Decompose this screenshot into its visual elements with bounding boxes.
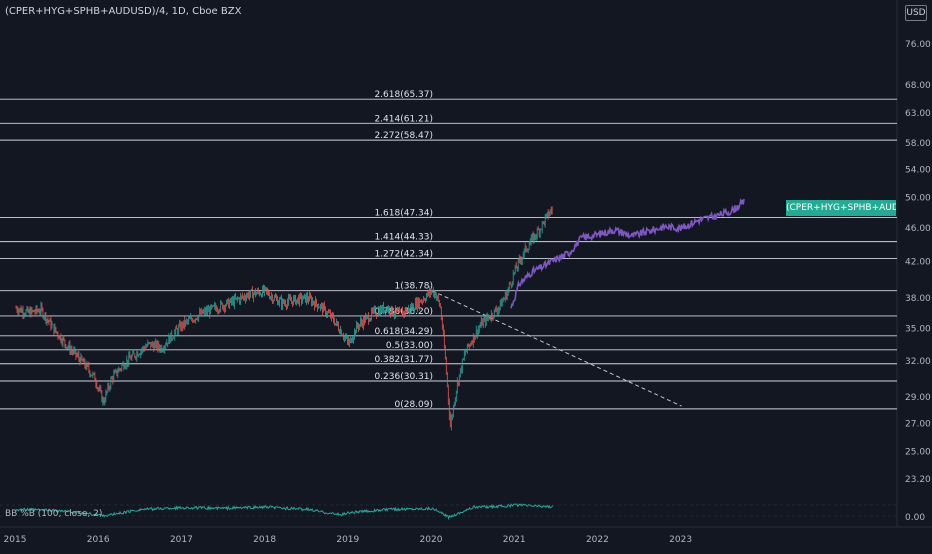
chart-title: (CPER+HYG+SPHB+AUDUSD)/4, 1D, Cboe BZX bbox=[5, 6, 242, 17]
trend-line bbox=[431, 290, 682, 407]
fib-level-label: 1.414(44.33) bbox=[374, 233, 433, 243]
x-tick-label: 2021 bbox=[503, 535, 526, 545]
indicator-label[interactable]: BB %B (100, close, 2) bbox=[5, 509, 103, 519]
x-tick-label: 2018 bbox=[253, 535, 276, 545]
x-tick-label: 2015 bbox=[4, 535, 27, 545]
x-tick-label: 2019 bbox=[336, 535, 359, 545]
fib-level-label: 0.618(34.29) bbox=[374, 327, 433, 337]
fib-level-label: 0(28.09) bbox=[394, 400, 433, 410]
y-tick-label: 58.00 bbox=[905, 139, 931, 149]
x-tick-label: 2017 bbox=[170, 535, 193, 545]
x-tick-label: 2023 bbox=[669, 535, 692, 545]
y-tick-label: 46.00 bbox=[905, 224, 931, 234]
fib-level-label: 1(38.78) bbox=[394, 282, 433, 292]
y-tick-label: 63.00 bbox=[905, 109, 931, 119]
x-tick-label: 2020 bbox=[420, 535, 443, 545]
y-tick-label: 76.00 bbox=[905, 40, 931, 50]
fib-level-label: 0.382(31.77) bbox=[374, 355, 433, 365]
fib-level-label: 0.5(33.00) bbox=[386, 341, 433, 351]
y-tick-label: 29.00 bbox=[905, 393, 931, 403]
x-tick-label: 2022 bbox=[586, 535, 609, 545]
currency-badge[interactable]: USD bbox=[905, 5, 927, 21]
y-tick-label: 35.00 bbox=[905, 324, 931, 334]
x-tick-label: 2016 bbox=[87, 535, 110, 545]
fib-level-label: 2.272(58.47) bbox=[374, 131, 433, 141]
fib-level-label: 1.618(47.34) bbox=[374, 209, 433, 219]
y-tick-label: 25.00 bbox=[905, 448, 931, 458]
y-tick-label: 54.00 bbox=[905, 165, 931, 175]
y-tick-label: 32.00 bbox=[905, 357, 931, 367]
y-tick-label: 38.00 bbox=[905, 294, 931, 304]
fib-level-label: 2.618(65.37) bbox=[374, 90, 433, 100]
indicator-y-tick: 0.00 bbox=[905, 513, 925, 523]
fib-level-label: 0.236(30.31) bbox=[374, 372, 433, 382]
series-price-tag: (CPER+HYG+SPHB+AUDUSD)/4 bbox=[786, 200, 896, 216]
y-tick-label: 27.00 bbox=[905, 419, 931, 429]
y-tick-label: 50.00 bbox=[905, 193, 931, 203]
bb-percent-line bbox=[15, 503, 554, 521]
y-tick-label: 23.20 bbox=[905, 475, 931, 485]
y-tick-label: 42.00 bbox=[905, 257, 931, 267]
y-tick-label: 68.00 bbox=[905, 81, 931, 91]
projection-series-line bbox=[510, 198, 745, 309]
fib-level-label: 1.272(42.34) bbox=[374, 249, 433, 259]
fib-level-label: 2.414(61.21) bbox=[374, 114, 433, 124]
